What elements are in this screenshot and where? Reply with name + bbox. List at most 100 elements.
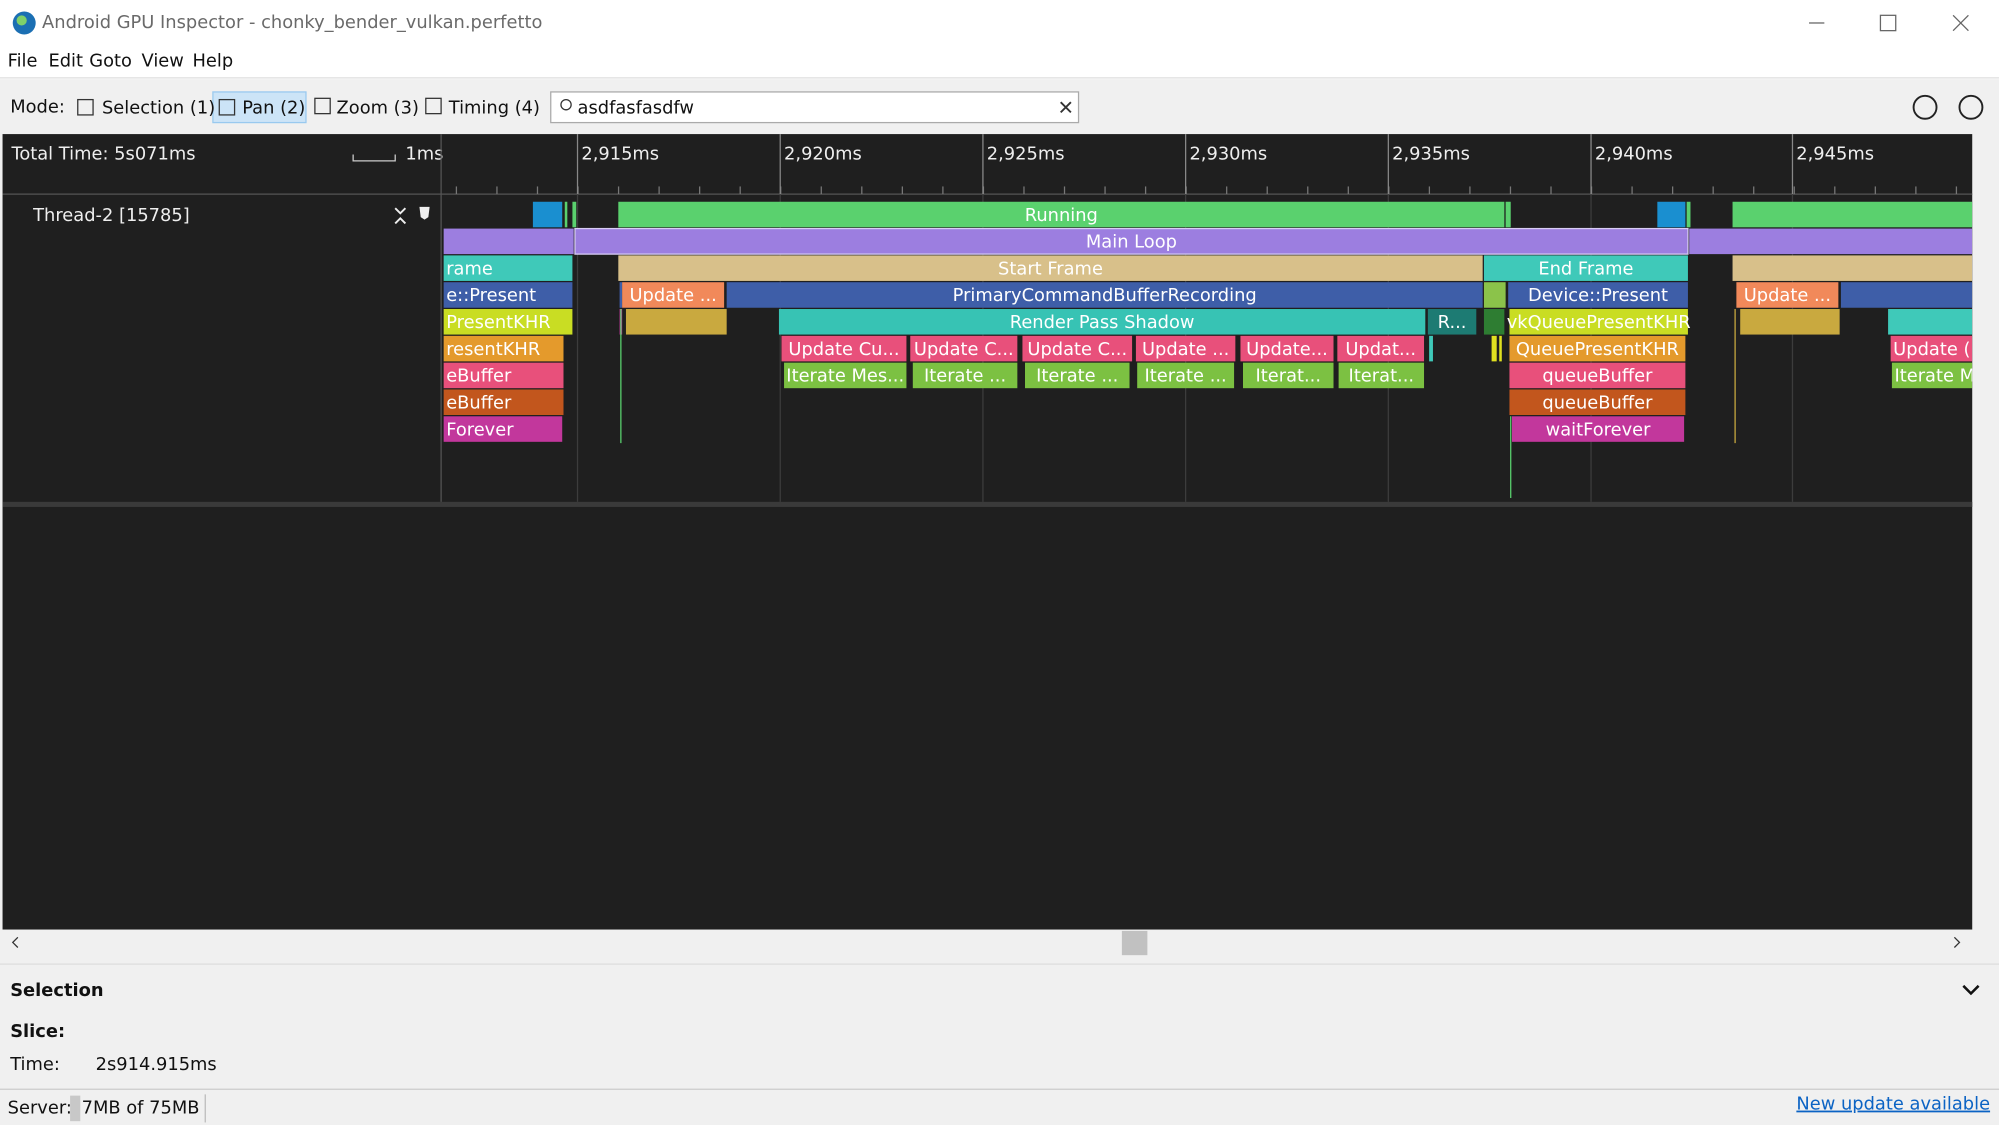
info-button[interactable] bbox=[1912, 94, 1938, 120]
slice[interactable] bbox=[618, 255, 1483, 281]
slice[interactable] bbox=[910, 335, 1018, 362]
slice[interactable] bbox=[781, 335, 907, 362]
slice[interactable] bbox=[1732, 201, 1973, 228]
slice[interactable] bbox=[1509, 309, 1688, 335]
slice[interactable] bbox=[572, 201, 577, 228]
slice[interactable] bbox=[1137, 362, 1235, 389]
slice[interactable] bbox=[622, 282, 725, 308]
scroll-right[interactable] bbox=[1953, 936, 1961, 948]
menu-item[interactable]: Edit bbox=[48, 50, 83, 71]
slice[interactable] bbox=[1888, 309, 1973, 335]
time-tick-label: 2,925ms bbox=[987, 144, 1065, 165]
h-scrollbar[interactable] bbox=[2, 929, 1973, 958]
time-tick-label: 2,915ms bbox=[581, 144, 659, 165]
slice[interactable] bbox=[1491, 335, 1497, 362]
menu-item[interactable]: Goto bbox=[89, 50, 132, 71]
menu-item[interactable]: File bbox=[8, 50, 38, 71]
mode-button[interactable]: Timing (4) bbox=[448, 98, 540, 119]
slice[interactable] bbox=[1732, 255, 1973, 281]
slice[interactable] bbox=[1483, 255, 1688, 281]
slice[interactable] bbox=[619, 282, 623, 308]
slice[interactable] bbox=[1740, 309, 1840, 335]
slice-label: queueBuffer bbox=[1542, 366, 1653, 387]
slice-label: queueBuffer bbox=[1542, 393, 1653, 414]
pin-icon[interactable] bbox=[419, 206, 430, 227]
search-box[interactable] bbox=[550, 91, 1080, 124]
slice[interactable] bbox=[1135, 335, 1236, 362]
slice[interactable] bbox=[1657, 201, 1686, 228]
slice[interactable] bbox=[1890, 335, 1973, 362]
update-link[interactable]: New update available bbox=[1796, 1094, 1990, 1115]
slice[interactable] bbox=[1243, 362, 1334, 389]
slice[interactable] bbox=[564, 201, 568, 228]
scroll-left[interactable] bbox=[11, 936, 19, 948]
slice[interactable] bbox=[625, 309, 727, 335]
mode-icon bbox=[218, 98, 236, 116]
slice[interactable] bbox=[1840, 282, 1973, 308]
slice[interactable] bbox=[1689, 228, 1973, 255]
slice[interactable] bbox=[784, 362, 907, 389]
mode-button[interactable]: Selection (1) bbox=[102, 98, 215, 119]
close[interactable] bbox=[1952, 14, 1969, 32]
menu-item[interactable]: Help bbox=[193, 50, 234, 71]
slice[interactable] bbox=[574, 227, 1689, 255]
slice[interactable] bbox=[443, 335, 564, 362]
app-icon-dot bbox=[16, 15, 27, 26]
slice[interactable] bbox=[1509, 362, 1686, 389]
slice[interactable] bbox=[1511, 416, 1685, 442]
slice[interactable] bbox=[443, 228, 574, 255]
slice[interactable] bbox=[1891, 362, 1973, 389]
maximize[interactable] bbox=[1879, 14, 1897, 32]
slice[interactable] bbox=[1736, 282, 1839, 308]
slice[interactable] bbox=[778, 309, 1426, 335]
slice[interactable] bbox=[726, 282, 1483, 308]
time-tick-label: 2,940ms bbox=[1595, 144, 1673, 165]
slice[interactable] bbox=[1338, 362, 1425, 389]
slice[interactable] bbox=[443, 389, 564, 416]
slice[interactable] bbox=[1499, 335, 1502, 362]
v-scrollbar[interactable] bbox=[1974, 134, 1997, 930]
slice[interactable] bbox=[443, 362, 564, 389]
slice[interactable] bbox=[1022, 335, 1133, 362]
slice-label: vkQueuePresentKHR bbox=[1507, 312, 1691, 333]
menu-item[interactable]: View bbox=[142, 50, 184, 71]
slice[interactable] bbox=[1240, 335, 1334, 362]
slice-label: Update ... bbox=[629, 285, 716, 306]
slice[interactable] bbox=[912, 362, 1018, 389]
slice[interactable] bbox=[1483, 282, 1506, 308]
slice[interactable] bbox=[532, 201, 563, 228]
slice[interactable] bbox=[443, 416, 563, 442]
slice-label: Update C... bbox=[914, 339, 1014, 360]
slice[interactable] bbox=[1686, 201, 1691, 228]
slice[interactable] bbox=[1024, 362, 1130, 389]
scale-bar bbox=[352, 154, 396, 162]
collapse-icon[interactable] bbox=[394, 207, 407, 225]
mode-label: Mode: bbox=[10, 96, 65, 117]
slice[interactable] bbox=[1505, 201, 1511, 228]
slice[interactable] bbox=[1508, 282, 1688, 308]
slice-label: Forever bbox=[446, 419, 514, 440]
slice[interactable] bbox=[1509, 389, 1686, 416]
mode-button[interactable]: Pan (2) bbox=[242, 98, 305, 119]
clear-search[interactable] bbox=[1060, 101, 1072, 114]
slice[interactable] bbox=[443, 309, 573, 335]
slice-label: QueuePresentKHR bbox=[1516, 339, 1679, 360]
slice-label: Start Frame bbox=[998, 258, 1103, 279]
collapse-panel[interactable] bbox=[1962, 984, 1980, 996]
slice[interactable] bbox=[1337, 335, 1425, 362]
h-scroll-thumb[interactable] bbox=[1121, 930, 1148, 956]
slice[interactable] bbox=[1429, 335, 1433, 362]
slice[interactable] bbox=[443, 255, 573, 281]
slice[interactable] bbox=[1483, 309, 1505, 335]
slice[interactable] bbox=[618, 201, 1505, 228]
slice-label: R... bbox=[1438, 312, 1467, 333]
slice[interactable] bbox=[443, 282, 573, 308]
help-button[interactable] bbox=[1958, 94, 1984, 120]
slice-label: resentKHR bbox=[446, 339, 540, 360]
thread-name: Thread-2 [15785] bbox=[32, 205, 190, 226]
slice[interactable] bbox=[1427, 309, 1477, 335]
mode-button[interactable]: Zoom (3) bbox=[337, 98, 419, 119]
server-label: Server: bbox=[8, 1097, 72, 1118]
slice[interactable] bbox=[1509, 335, 1686, 362]
